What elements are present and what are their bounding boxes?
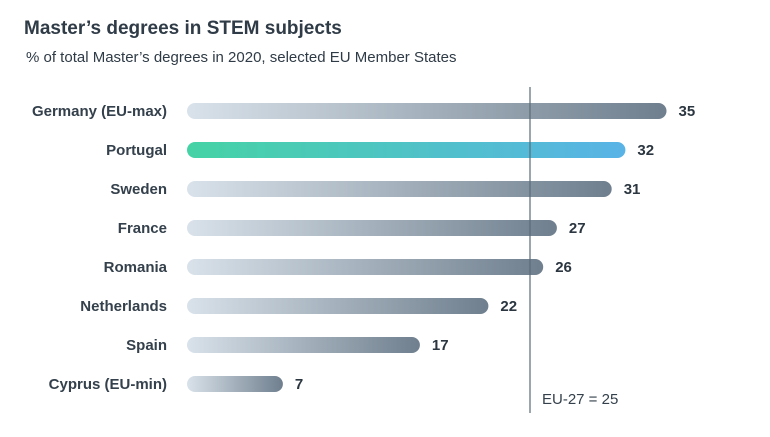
- category-label-netherlands: Netherlands: [80, 298, 167, 315]
- bar-netherlands: [187, 298, 489, 314]
- value-label-romania: 26: [555, 259, 572, 276]
- reference-layer: EU-27 = 25: [529, 87, 618, 413]
- value-label-spain: 17: [432, 337, 449, 354]
- category-label-germany-eu-max: Germany (EU-max): [32, 103, 167, 120]
- bar-sweden: [187, 181, 612, 197]
- bar-spain: [187, 337, 420, 353]
- eu-average-label: EU-27 = 25: [542, 391, 618, 408]
- category-label-cyprus-eu-min: Cyprus (EU-min): [49, 376, 167, 393]
- value-label-france: 27: [569, 220, 586, 237]
- chart-subtitle: % of total Master’s degrees in 2020, sel…: [26, 49, 457, 66]
- bar-portugal: [187, 142, 626, 158]
- category-label-spain: Spain: [126, 337, 167, 354]
- chart-title: Master’s degrees in STEM subjects: [24, 18, 342, 39]
- value-label-sweden: 31: [624, 181, 641, 198]
- value-label-germany-eu-max: 35: [679, 103, 696, 120]
- category-label-portugal: Portugal: [106, 142, 167, 159]
- value-label-cyprus-eu-min: 7: [295, 376, 303, 393]
- bar-france: [187, 220, 557, 236]
- category-label-france: France: [118, 220, 167, 237]
- bar-romania: [187, 259, 544, 275]
- category-label-sweden: Sweden: [110, 181, 167, 198]
- category-label-romania: Romania: [104, 259, 168, 276]
- bar-cyprus-eu-min: [187, 376, 283, 392]
- value-label-netherlands: 22: [500, 298, 517, 315]
- bars-layer: Germany (EU-max) 35 Portugal 32 Sweden 31 Fran…: [32, 103, 695, 393]
- bar-germany-eu-max: [187, 103, 667, 119]
- value-label-portugal: 32: [637, 142, 654, 159]
